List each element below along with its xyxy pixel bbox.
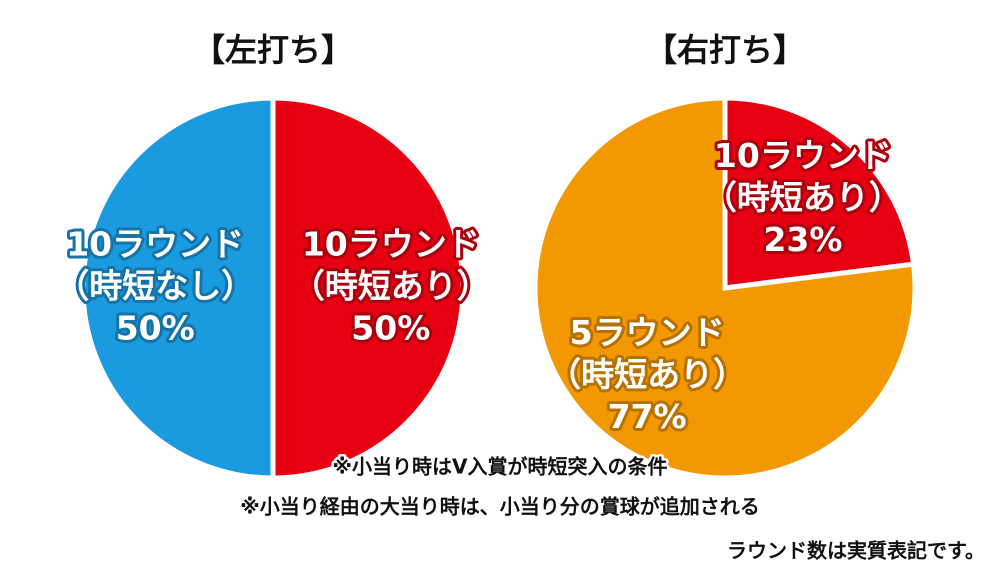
slice-label: 10ラウンド [302,225,480,264]
pie-slice [532,95,918,481]
slice-condition: （時短なし） [56,267,254,306]
slice-label: 10ラウンド [714,136,892,175]
note: ※小当り時はV入賞が時短突入の条件 [333,455,668,479]
slice-condition: （時短あり） [704,178,902,217]
pie-slice [270,95,466,481]
slice-value-label: 50% [116,309,195,348]
charts: 【左打ち】10ラウンド（時短あり）50%10ラウンド（時短なし）50%【右打ち】… [53,31,918,481]
chart-title: 【左打ち】 [193,31,353,69]
note: ラウンド数は実質表記です。 [727,539,985,563]
pie-slice [722,95,917,291]
note: ※小当り経由の大当り時は、小当り分の賞球が追加される [240,495,759,519]
slice-label: 10ラウンド [66,225,244,264]
slice-value-label: 23% [763,220,842,259]
chart-title: 【右打ち】 [645,31,805,69]
slice-condition: （時短あり） [292,267,490,306]
slice-label: 5ラウンド [570,313,725,352]
slice-condition: （時短あり） [548,355,746,394]
slice-value-label: 50% [351,309,430,348]
slice-value-label: 77% [608,397,687,436]
pie-slice [80,95,276,481]
